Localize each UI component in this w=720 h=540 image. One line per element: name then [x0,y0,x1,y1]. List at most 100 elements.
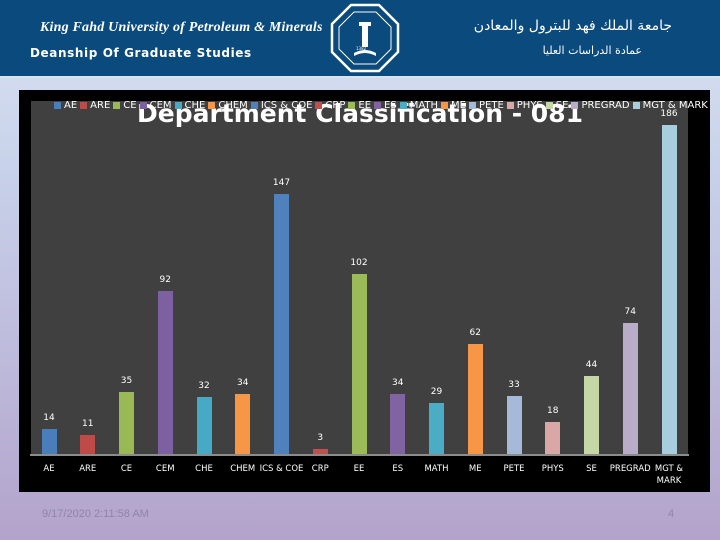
legend-swatch-icon [348,101,356,109]
legend-label: AE [64,99,78,111]
bar [312,448,328,454]
x-tick-label: ME [468,464,482,474]
legend-item: PHYS [506,99,543,111]
bar [545,422,561,454]
data-label: 11 [82,418,94,429]
legend-label: ICS & COE [260,99,313,111]
x-tick-label: ICS & COE [259,464,304,474]
bar [584,376,599,454]
data-label: 44 [585,360,598,371]
legend-label: CRP [325,99,346,111]
legend-label: SE [555,99,569,111]
bar [41,429,57,454]
legend-item: CE [113,100,137,111]
bar [351,273,367,454]
x-tick-label: CE [120,464,133,474]
legend-item: ICS & COE [250,99,313,111]
x-tick-label: PETE [503,464,525,474]
bar [429,402,444,454]
legend-swatch-icon [441,101,449,109]
bar [622,323,638,454]
legend-label: EE [358,99,372,111]
data-label: 34 [237,377,249,388]
data-label: 32 [198,381,210,392]
legend-item: CRP [315,100,345,111]
legend-swatch-icon [139,101,147,109]
legend-item: AE [54,100,77,111]
legend-swatch-icon [571,101,579,109]
legend-swatch-icon [174,101,182,109]
bar [274,193,289,454]
legend-label: CHEM [218,99,248,111]
bar [196,397,212,454]
slide-date: 9/17/2020 2:11:58 AM [42,508,149,520]
x-axis-line [30,454,689,456]
kfupm-seal-icon: 1382 [330,3,400,73]
legend-item: MGT & MARK [632,100,708,111]
deanship-name-en: Deanship Of Graduate Studies [30,46,252,60]
legend-swatch-icon [374,101,382,109]
x-tick-label: PHYS [541,464,564,474]
legend-item: PREGRAD [571,99,630,111]
data-label: 29 [430,386,443,397]
data-label: 14 [43,413,55,424]
legend-swatch-icon [80,101,88,109]
legend-label: PETE [478,99,504,111]
bar [661,125,677,454]
bar [157,291,173,454]
legend-item: PETE [468,99,504,111]
x-tick-label: CHE [195,464,213,474]
x-tick-label: AE [43,464,55,474]
data-label: 186 [660,109,678,119]
legend-item: ME [441,100,466,111]
legend-item: MATH [399,99,439,111]
legend-swatch-icon [113,101,121,109]
x-tick-label: MGT & MARK [654,464,684,486]
legend-label: PHYS [516,99,543,111]
legend-label: MATH [409,99,439,111]
legend-swatch-icon [399,101,407,109]
data-label: 35 [120,376,133,387]
legend-label: CEM [149,99,172,111]
legend-label: CHE [184,99,206,111]
data-label: 74 [624,307,636,318]
legend-item: CHE [174,99,206,111]
bar [390,393,406,454]
data-label: 92 [159,275,171,286]
data-label: 147 [272,177,291,188]
legend-item: EE [348,100,371,111]
legend-swatch-icon [545,101,553,109]
x-tick-label: CHEM [230,464,256,474]
legend-item: CEM [139,99,172,111]
legend-item: CHEM [208,99,248,111]
legend-swatch-icon [315,101,323,109]
legend-swatch-icon [54,101,61,109]
deanship-name-ar: عمادة الدراسات العليا [542,44,642,57]
legend-label: ES [384,99,397,111]
x-tick-label: ES [392,464,404,474]
data-label: 62 [469,328,481,339]
x-tick-label: ARE [79,464,97,474]
x-tick-label: MATH [424,464,449,474]
legend-swatch-icon [506,101,514,109]
bar [119,392,134,454]
bar [80,434,96,454]
svg-text:1382: 1382 [356,46,367,51]
data-label: 34 [392,377,404,388]
data-label: 33 [508,379,520,390]
header-banner: King Fahd University of Petroleum & Mine… [0,0,720,78]
data-label: 3 [317,432,324,443]
bar [467,344,483,454]
university-name-ar: جامعة الملك فهد للبترول والمعادن [473,18,672,34]
legend-item: SE [545,99,569,111]
legend-label: PREGRAD [581,99,630,111]
data-label: 102 [350,257,368,268]
bar [235,393,251,454]
legend-swatch-icon [208,101,216,109]
x-tick-label: CRP [311,464,329,474]
chart-legend: AE ARE CE CEM CHE CHEM ICS & COE CRP EE ES MATH ME P… [54,98,711,112]
x-tick-label: PREGRAD [609,464,651,474]
university-name-en: King Fahd University of Petroleum & Mine… [40,20,323,35]
legend-swatch-icon [632,101,640,109]
legend-label: ARE [90,99,111,111]
